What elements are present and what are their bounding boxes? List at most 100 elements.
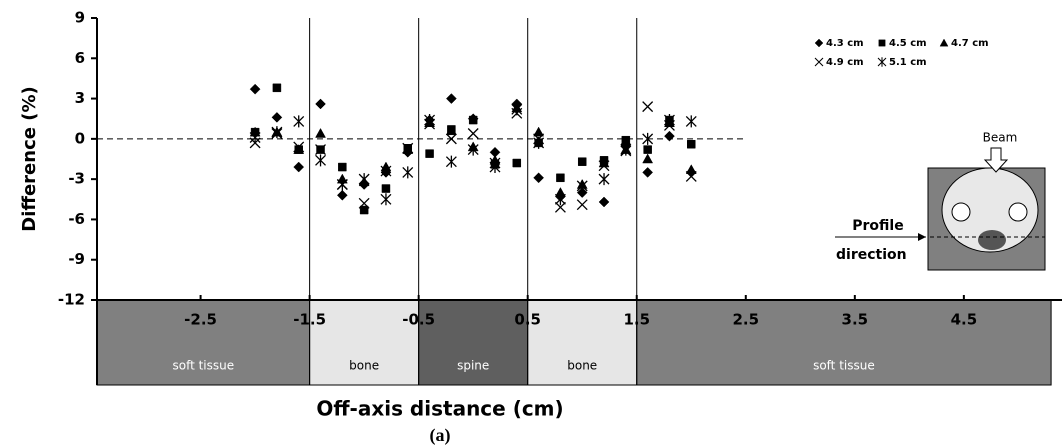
x-tick-label: -0.5 <box>402 311 435 329</box>
point <box>685 115 697 128</box>
point <box>293 161 305 173</box>
point <box>315 144 326 156</box>
point <box>643 145 652 154</box>
y-tick-label: 0 <box>75 129 85 147</box>
point <box>533 136 545 149</box>
point <box>642 153 654 164</box>
point <box>576 187 588 198</box>
point <box>664 130 675 142</box>
point <box>293 115 305 128</box>
point <box>402 142 414 154</box>
point <box>576 179 588 192</box>
point <box>685 170 697 182</box>
x-tick-label: -1.5 <box>293 311 326 329</box>
point <box>445 155 457 168</box>
point <box>402 166 414 179</box>
legend-label: 4.5 cm <box>889 38 927 49</box>
inset-organ <box>1008 202 1028 222</box>
legend-label: 5.1 cm <box>889 57 927 68</box>
point <box>556 173 565 183</box>
x-tick-label: 1.5 <box>623 311 650 329</box>
point <box>381 184 391 193</box>
point <box>598 173 610 186</box>
point <box>293 141 305 153</box>
point <box>271 126 283 139</box>
point <box>380 161 392 172</box>
region <box>636 299 1052 386</box>
point <box>468 115 478 125</box>
point <box>358 197 370 209</box>
region <box>527 299 638 386</box>
point <box>642 132 654 145</box>
legend-label: 4.9 cm <box>826 57 864 68</box>
point <box>512 158 522 168</box>
region-label: bone <box>567 359 597 373</box>
x-tick-label: 2.5 <box>732 311 759 329</box>
point <box>445 133 457 145</box>
point <box>533 126 545 137</box>
region-label: spine <box>457 359 489 373</box>
inset-label: direction <box>836 247 907 263</box>
y-tick-label: 6 <box>75 49 85 67</box>
point <box>315 127 326 138</box>
legend-marker <box>814 57 824 67</box>
point <box>425 149 434 158</box>
y-tick-label: -6 <box>68 210 85 228</box>
point <box>489 161 501 174</box>
point <box>271 112 283 123</box>
point <box>315 98 326 110</box>
legend-label: 4.7 cm <box>951 38 989 49</box>
point <box>445 125 457 136</box>
inset-label: Profile <box>852 218 903 234</box>
legend-marker <box>814 38 824 48</box>
x-tick-label: 0.5 <box>514 311 541 329</box>
point <box>642 101 654 113</box>
point <box>336 189 348 201</box>
legend-marker <box>939 38 949 47</box>
point <box>315 154 326 167</box>
x-tick-label: 4.5 <box>951 311 978 329</box>
inset-head <box>941 167 1039 253</box>
y-tick-label: -3 <box>68 170 85 188</box>
point <box>424 114 436 127</box>
point <box>338 162 347 172</box>
y-tick-label: -12 <box>58 291 85 309</box>
y-tick-label: 9 <box>75 9 85 27</box>
point <box>533 172 544 184</box>
legend-label: 4.3 cm <box>826 38 864 49</box>
point <box>576 199 588 211</box>
profile-arrowhead <box>918 233 926 241</box>
point <box>380 193 392 206</box>
point <box>446 93 457 104</box>
point <box>336 178 348 191</box>
point <box>272 83 282 93</box>
point <box>685 164 697 174</box>
point <box>467 143 479 156</box>
point <box>687 139 696 149</box>
legend-marker <box>877 57 887 67</box>
point <box>467 128 479 139</box>
y-axis-label: Difference (%) <box>19 86 40 231</box>
x-tick-label: -2.5 <box>184 311 217 329</box>
x-axis-label: Off-axis distance (cm) <box>316 397 563 421</box>
legend-marker <box>878 39 886 47</box>
point <box>380 165 392 177</box>
region-label: soft tissue <box>172 359 234 373</box>
region-label: soft tissue <box>813 359 875 373</box>
point <box>598 160 610 172</box>
point <box>554 201 566 213</box>
inset: Beam Profile direction <box>835 131 1046 271</box>
point <box>642 167 654 178</box>
point <box>359 205 369 215</box>
point <box>554 193 566 206</box>
y-tick-label: -9 <box>68 250 85 268</box>
point <box>598 196 610 208</box>
inset-spine <box>978 230 1006 250</box>
y-tick-label: 3 <box>75 89 85 107</box>
caption: (a) <box>430 425 451 446</box>
point <box>358 173 370 186</box>
point <box>620 143 632 156</box>
point <box>577 157 587 166</box>
inset-organ <box>951 202 971 222</box>
